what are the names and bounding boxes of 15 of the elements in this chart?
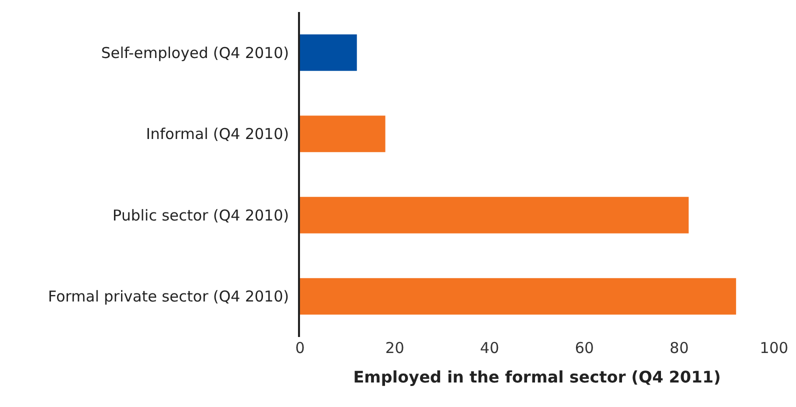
bar [300, 278, 736, 315]
x-tick-label: 100 [760, 339, 788, 357]
y-tick-label: Public sector (Q4 2010) [112, 206, 289, 224]
x-tick-label: 0 [295, 339, 305, 357]
bar [300, 34, 357, 71]
bar [300, 196, 689, 234]
y-tick-label: Self-employed (Q4 2010) [101, 44, 289, 62]
y-tick-label: Informal (Q4 2010) [146, 125, 289, 144]
x-tick-label: 40 [480, 339, 500, 357]
x-tick-label: 20 [385, 339, 404, 357]
y-tick-label: Formal private sector (Q4 2010) [48, 288, 289, 306]
x-axis-title: Employed in the formal sector (Q4 2011) [353, 368, 721, 387]
x-tick-label: 60 [574, 339, 594, 357]
bar [300, 116, 386, 152]
x-tick-label: 80 [670, 339, 689, 357]
